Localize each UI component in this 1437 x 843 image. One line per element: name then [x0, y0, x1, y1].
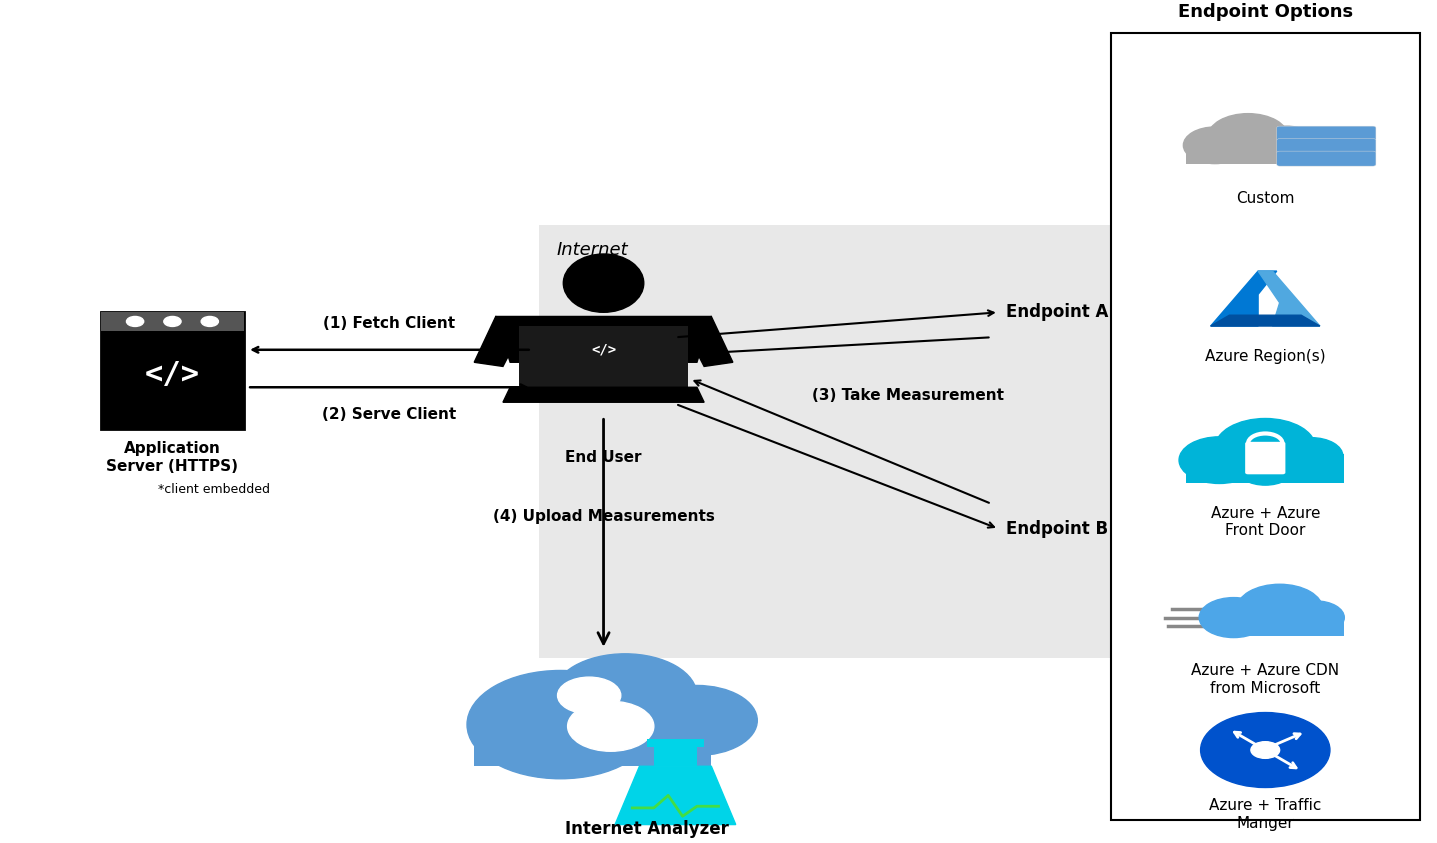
- Text: (1) Fetch Client: (1) Fetch Client: [323, 315, 456, 330]
- Circle shape: [637, 685, 757, 755]
- FancyBboxPatch shape: [1277, 126, 1377, 141]
- FancyBboxPatch shape: [1244, 442, 1286, 475]
- Polygon shape: [683, 316, 733, 367]
- FancyBboxPatch shape: [101, 312, 244, 429]
- Polygon shape: [474, 316, 525, 367]
- Polygon shape: [1211, 315, 1321, 326]
- Circle shape: [1178, 437, 1259, 484]
- Text: (4) Upload Measurements: (4) Upload Measurements: [493, 509, 714, 524]
- Polygon shape: [503, 387, 704, 402]
- Text: Custom: Custom: [1236, 191, 1295, 206]
- FancyBboxPatch shape: [539, 225, 1135, 658]
- Circle shape: [126, 316, 144, 326]
- Circle shape: [1216, 418, 1316, 477]
- Text: Endpoint B: Endpoint B: [1006, 520, 1108, 538]
- Text: Azure + Traffic
Manger: Azure + Traffic Manger: [1209, 798, 1322, 830]
- Text: </>: </>: [591, 343, 616, 357]
- Circle shape: [553, 654, 697, 737]
- Text: (3) Take Measurement: (3) Take Measurement: [812, 388, 1004, 403]
- Polygon shape: [1211, 271, 1277, 326]
- Text: </>: </>: [145, 360, 200, 389]
- Text: Application
Server (HTTPS): Application Server (HTTPS): [106, 442, 239, 474]
- Text: Azure Region(s): Azure Region(s): [1206, 348, 1325, 363]
- Ellipse shape: [563, 254, 644, 312]
- Text: End User: End User: [565, 449, 642, 464]
- FancyBboxPatch shape: [1277, 138, 1377, 153]
- FancyBboxPatch shape: [1111, 33, 1420, 820]
- Circle shape: [1288, 601, 1345, 634]
- Circle shape: [1237, 584, 1322, 634]
- Text: Endpoint Options: Endpoint Options: [1178, 3, 1352, 21]
- Circle shape: [1293, 136, 1339, 163]
- Polygon shape: [615, 766, 736, 824]
- FancyBboxPatch shape: [654, 745, 697, 766]
- Circle shape: [1280, 438, 1344, 475]
- Circle shape: [1201, 712, 1331, 787]
- Circle shape: [201, 316, 218, 326]
- Polygon shape: [1259, 271, 1321, 326]
- Circle shape: [1184, 127, 1247, 164]
- FancyBboxPatch shape: [101, 312, 244, 330]
- FancyBboxPatch shape: [1237, 613, 1345, 636]
- Text: Internet: Internet: [556, 241, 628, 260]
- FancyBboxPatch shape: [647, 738, 704, 747]
- Circle shape: [1207, 114, 1289, 160]
- Circle shape: [164, 316, 181, 326]
- Circle shape: [568, 701, 654, 751]
- FancyBboxPatch shape: [519, 325, 688, 390]
- FancyBboxPatch shape: [1277, 151, 1377, 166]
- Circle shape: [1237, 452, 1295, 485]
- Circle shape: [1262, 126, 1313, 156]
- Text: Azure + Azure CDN
from Microsoft: Azure + Azure CDN from Microsoft: [1191, 663, 1339, 695]
- Circle shape: [467, 670, 654, 779]
- FancyBboxPatch shape: [474, 721, 711, 766]
- Text: *client embedded: *client embedded: [158, 483, 270, 496]
- FancyBboxPatch shape: [1187, 454, 1345, 484]
- Text: Internet Analyzer: Internet Analyzer: [565, 820, 729, 839]
- Circle shape: [1198, 598, 1269, 637]
- Text: (2) Serve Client: (2) Serve Client: [322, 407, 457, 422]
- FancyBboxPatch shape: [1187, 138, 1288, 164]
- Polygon shape: [496, 316, 711, 362]
- Text: Endpoint A: Endpoint A: [1006, 303, 1108, 321]
- Circle shape: [1252, 742, 1280, 759]
- Text: Azure + Azure
Front Door: Azure + Azure Front Door: [1210, 506, 1321, 539]
- Circle shape: [558, 677, 621, 714]
